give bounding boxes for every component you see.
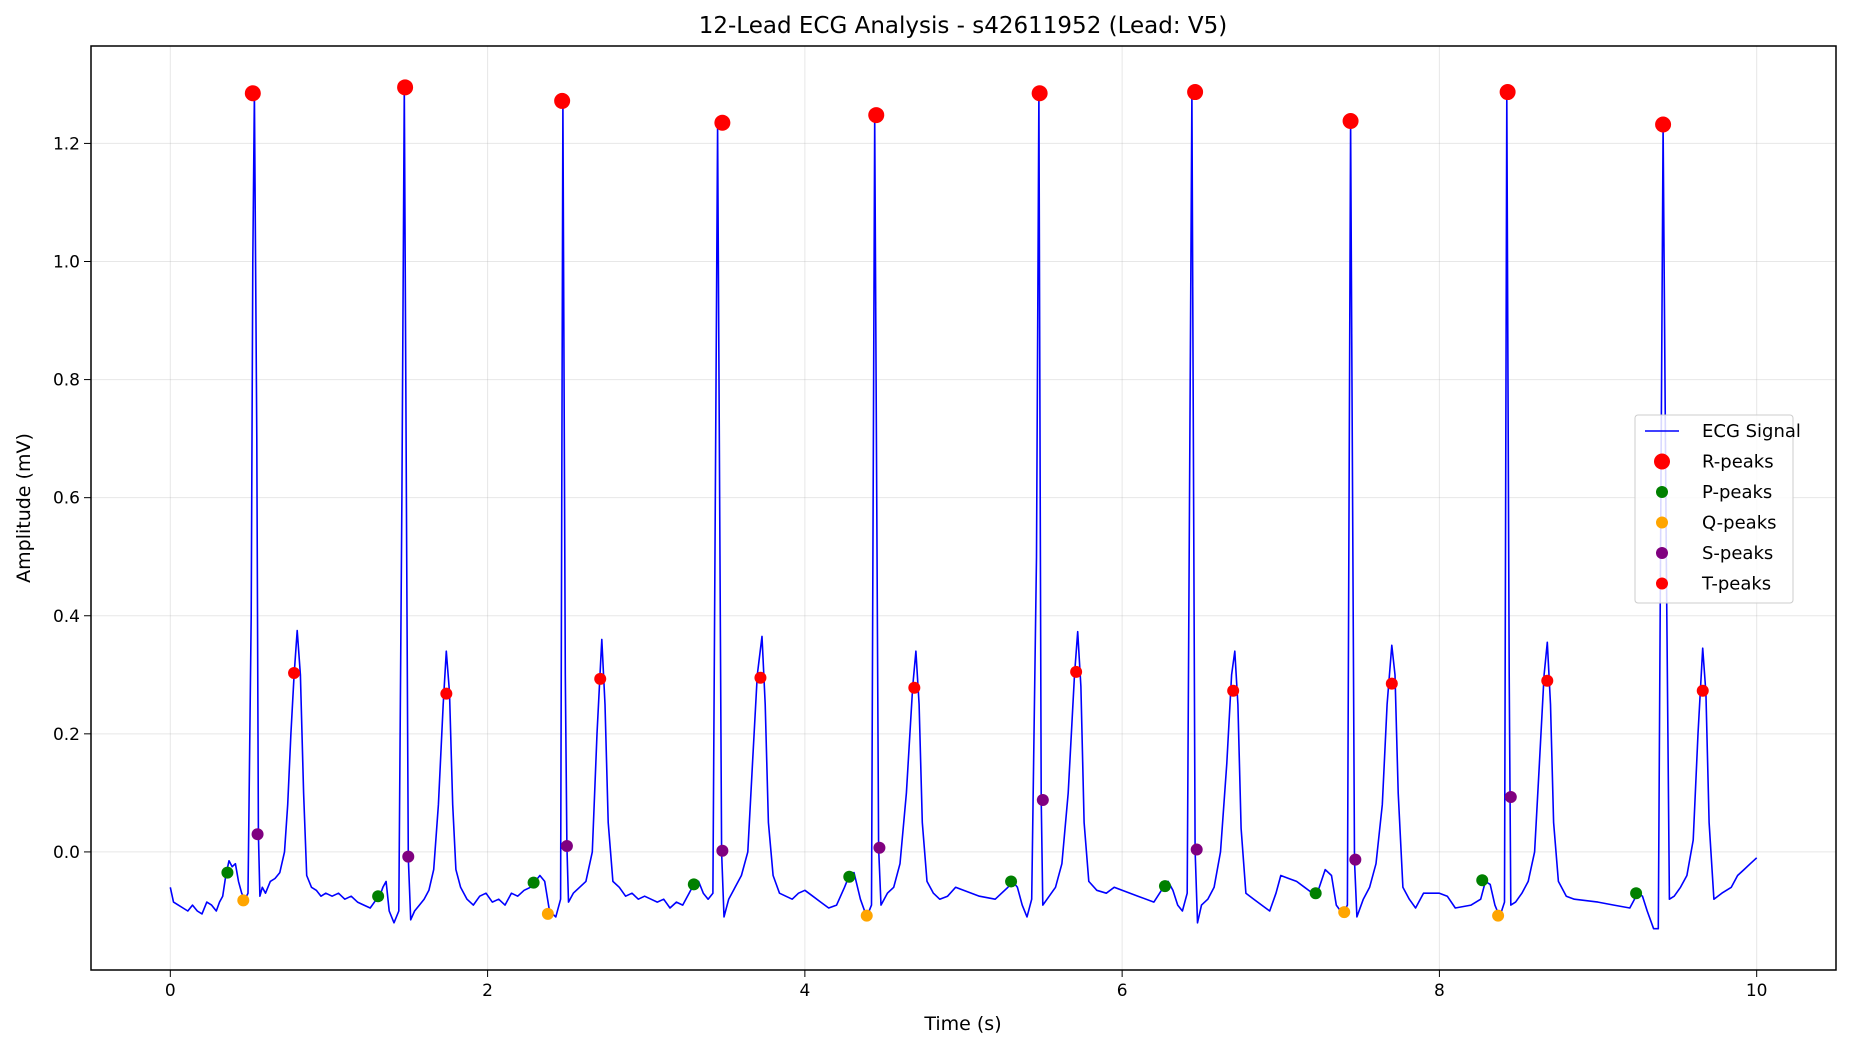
q-peaksmarker: [1492, 909, 1505, 922]
p-peaksmarker: [1005, 875, 1018, 888]
y-tick-label: 0.0: [53, 843, 80, 863]
q-peaksmarker: [1338, 906, 1351, 919]
x-tick-label: 0: [165, 981, 176, 1001]
plot-frame: [90, 45, 1837, 971]
legend-label-s-peaks: S-peaks: [1702, 543, 1773, 564]
r-peaksmarker: [714, 114, 731, 131]
t-peaksmarker: [1227, 684, 1240, 697]
x-tick-label: 8: [1434, 981, 1445, 1001]
p-peaksmarker: [687, 878, 700, 891]
x-tick-label: 2: [482, 981, 493, 1001]
t-peaksmarker: [1070, 665, 1083, 678]
s-peaksmarker: [251, 828, 264, 841]
legend: ECG Signal R-peaks P-peaks Q-peaks S-peaks T-…: [1634, 414, 1801, 604]
signal-layer: [169, 86, 1758, 930]
q-peaksmarker: [237, 894, 250, 907]
legend-swatch-r-peaks: [1654, 453, 1670, 470]
s-peaksmarker: [1190, 843, 1203, 856]
p-peaksmarker: [527, 876, 540, 889]
t-peaksmarker: [908, 681, 921, 694]
t-peaksmarker: [1541, 674, 1554, 687]
t-peaksmarker: [594, 672, 607, 685]
axis-ticks: 0 2 4 6 8 10 0.0 0.2 0.4 0.6 0.8 1.0 1.2: [53, 134, 1768, 1001]
s-peaksmarker: [560, 840, 573, 853]
chart-title: 12-Lead ECG Analysis - s42611952 (Lead: …: [699, 13, 1228, 39]
legend-label-t-peaks: T-peaks: [1701, 574, 1771, 595]
x-axis-label: Time (s): [923, 1013, 1001, 1035]
r-peaksmarker: [1499, 84, 1516, 101]
p-peaksmarker: [372, 890, 385, 903]
t-peaksmarker: [440, 687, 453, 700]
t-peaksmarker: [754, 671, 767, 684]
legend-swatch-q-peaks: [1656, 516, 1668, 529]
t-peaksmarker: [1385, 677, 1398, 690]
y-tick-label: 0.8: [53, 371, 80, 391]
p-peaksmarker: [843, 870, 856, 883]
s-peaksmarker: [402, 850, 415, 863]
r-peaksmarker: [554, 92, 571, 109]
s-peaksmarker: [1036, 793, 1049, 806]
legend-label-r-peaks: R-peaks: [1702, 452, 1774, 473]
y-tick-label: 1.0: [53, 253, 80, 273]
legend-label-p-peaks: P-peaks: [1702, 482, 1772, 503]
s-peaksmarker: [716, 844, 729, 857]
r-peaksmarker: [397, 79, 414, 96]
legend-swatch-s-peaks: [1656, 547, 1668, 559]
s-peaksmarker: [1504, 791, 1517, 804]
legend-label-q-peaks: Q-peaks: [1702, 513, 1777, 534]
p-peaksmarker: [1309, 887, 1322, 900]
x-tick-label: 6: [1117, 981, 1128, 1001]
p-peaksmarker: [221, 866, 234, 879]
r-peaksmarker: [1187, 84, 1204, 101]
y-tick-label: 0.4: [53, 607, 80, 627]
p-peaksmarker: [1476, 874, 1489, 887]
r-peaksmarker: [868, 107, 885, 124]
p-peaksmarker: [1630, 887, 1643, 900]
t-peaksmarker: [1696, 684, 1709, 697]
y-tick-label: 0.6: [53, 489, 80, 509]
r-peaksmarker: [1655, 116, 1672, 133]
legend-swatch-t-peaks: [1656, 577, 1668, 590]
marker-layer: [221, 79, 1709, 922]
t-peaksmarker: [288, 667, 301, 680]
legend-frame: [1634, 414, 1794, 604]
legend-label-ecg-signal: ECG Signal: [1702, 421, 1801, 442]
s-peaksmarker: [1349, 853, 1362, 866]
r-peaksmarker: [244, 85, 261, 102]
q-peaksmarker: [860, 909, 873, 922]
x-tick-label: 10: [1746, 981, 1768, 1001]
x-tick-label: 4: [799, 981, 810, 1001]
y-tick-label: 0.2: [53, 725, 80, 745]
r-peaksmarker: [1342, 112, 1359, 129]
p-peaksmarker: [1158, 880, 1171, 893]
y-axis-label: Amplitude (mV): [13, 433, 35, 583]
q-peaksmarker: [541, 907, 554, 920]
r-peaksmarker: [1031, 85, 1048, 102]
s-peaksmarker: [873, 841, 886, 854]
ecg-signal-line: [169, 86, 1758, 930]
legend-swatch-p-peaks: [1656, 486, 1668, 498]
y-tick-label: 1.2: [53, 134, 80, 154]
